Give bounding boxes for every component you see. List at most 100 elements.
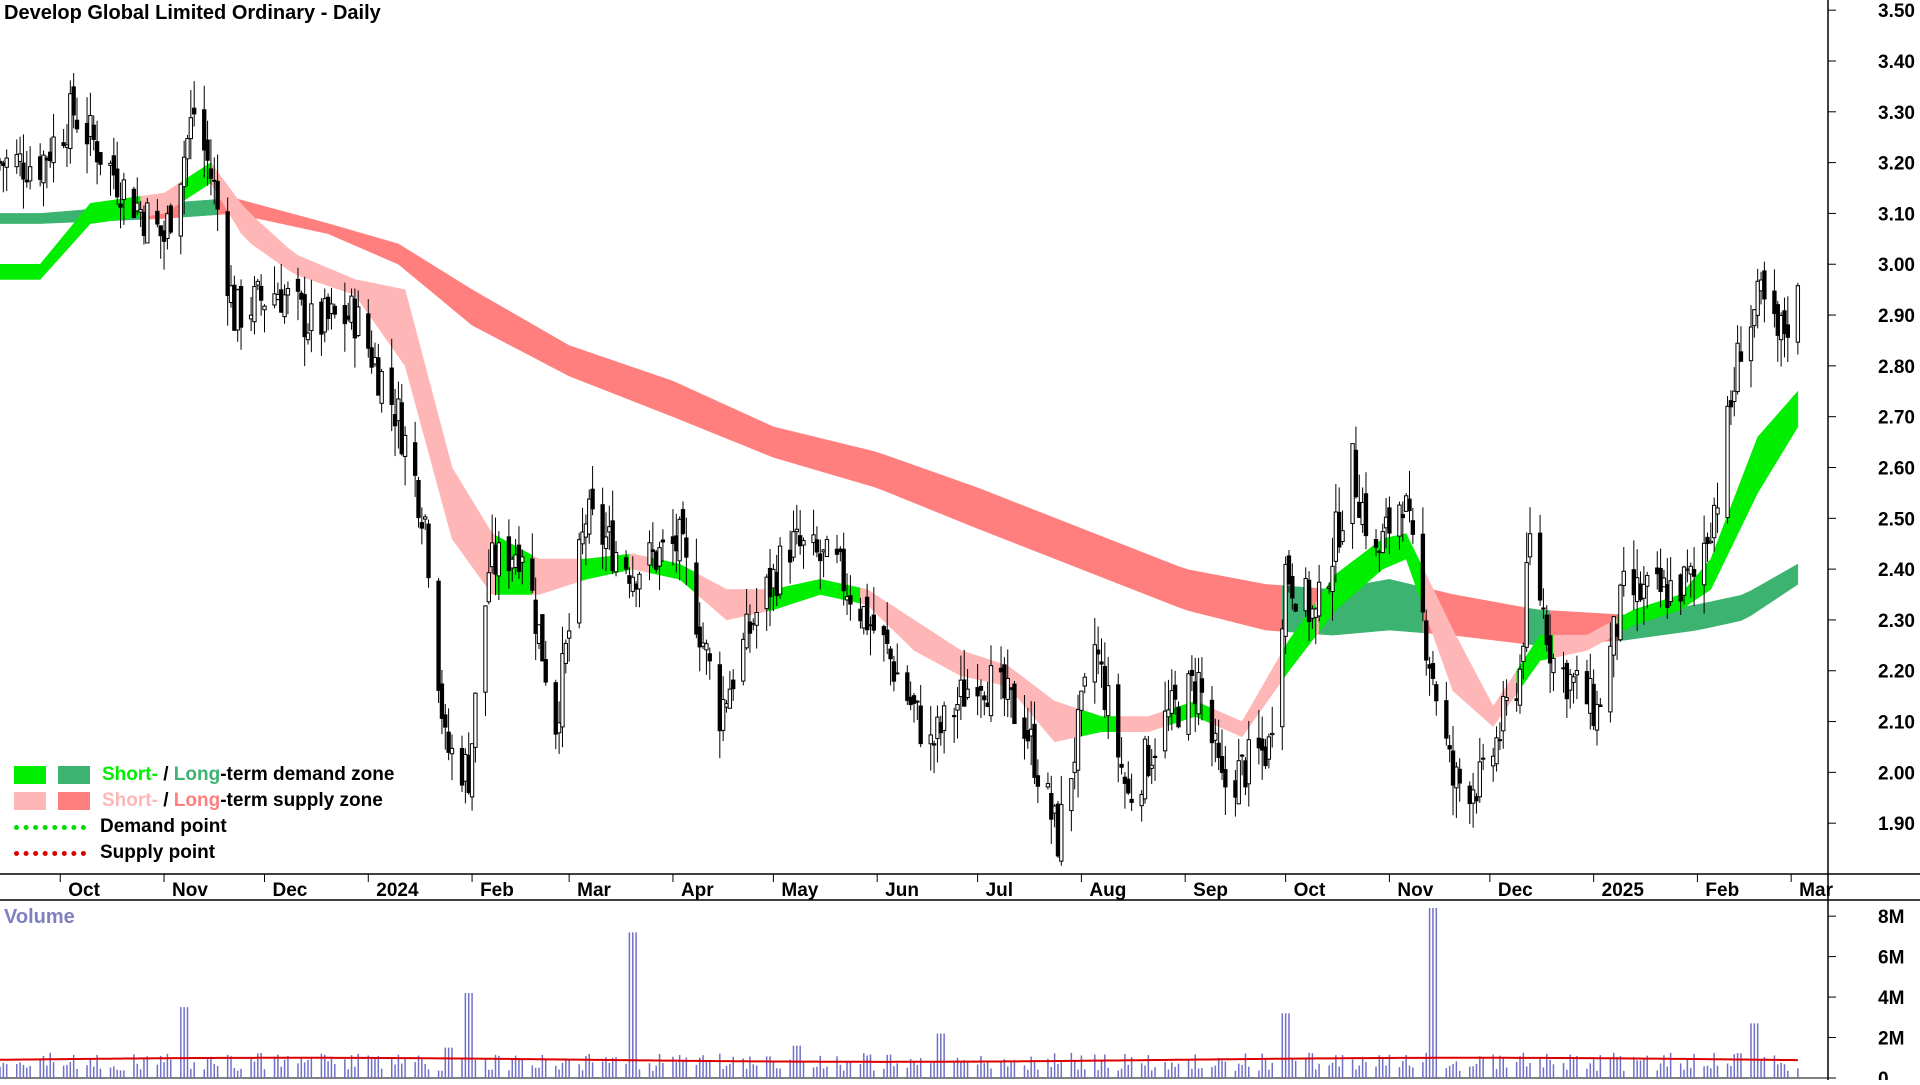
y-tick-label: 3.50 [1878, 1, 1915, 22]
candle-body [61, 142, 66, 147]
candle-body [895, 672, 900, 675]
candle-body [1266, 736, 1272, 760]
volume-tick-label: 4M [1878, 988, 1904, 1009]
candle-body [188, 117, 194, 140]
candle-body [1213, 732, 1218, 741]
candle-body [161, 230, 167, 242]
short-term-zone [1117, 709, 1169, 732]
candle-body [1568, 673, 1573, 691]
candle-body [262, 305, 267, 311]
legend-supply-short: Short- [102, 790, 158, 811]
candle-body [252, 286, 257, 323]
candle-body [1353, 449, 1359, 498]
candle-body [1119, 763, 1124, 768]
candle-body [74, 119, 80, 130]
candle-body [1380, 531, 1385, 554]
x-tick-label: Sep [1193, 880, 1228, 901]
candle-body [623, 557, 629, 570]
candle-body [848, 595, 853, 605]
long-term-zone [217, 197, 1283, 632]
candle-body [717, 664, 722, 732]
candle-body [168, 205, 173, 233]
candle-body [372, 357, 378, 365]
candle-body [1149, 764, 1154, 769]
chart-title: Develop Global Limited Ordinary - Daily [4, 2, 381, 24]
candle-body [215, 180, 220, 210]
x-tick-label: Oct [68, 880, 100, 901]
volume-tick-label: 2M [1878, 1029, 1904, 1050]
candle-body [1561, 667, 1566, 670]
legend-supply-rest: -term supply zone [220, 790, 383, 811]
candle-body [1420, 533, 1426, 613]
candle-body [975, 687, 980, 697]
candle-body [1701, 542, 1707, 586]
candle-body [423, 516, 428, 520]
short-term-zone [0, 196, 141, 280]
candle-body [577, 539, 582, 624]
candle-body [1029, 728, 1034, 737]
short-term-zone [1081, 709, 1119, 737]
candle-body [1337, 511, 1342, 548]
candle-body [1193, 681, 1198, 705]
x-tick-label: Mar [577, 880, 611, 901]
x-tick-label: Apr [681, 880, 714, 901]
candle-body [275, 293, 281, 300]
candle-body [821, 549, 826, 553]
candle-body [1524, 562, 1529, 648]
candle-body [1514, 698, 1519, 701]
candle-body [1313, 608, 1318, 618]
candle-body [1162, 710, 1168, 752]
candle-body [68, 93, 73, 149]
candle-body [141, 211, 147, 237]
candle-body [1658, 567, 1663, 592]
candle-body [135, 202, 140, 212]
candle-body [771, 568, 776, 589]
candle-body [1678, 574, 1683, 602]
candle-body [212, 179, 217, 182]
candle-body [1387, 507, 1392, 534]
candle-body [1715, 507, 1720, 515]
candle-body [811, 534, 816, 544]
candle-body [131, 188, 137, 219]
y-tick-label: 3.10 [1878, 204, 1915, 225]
x-tick-label: Nov [172, 880, 208, 901]
legend-demand-point-label: Demand point [100, 816, 227, 837]
candle-body [282, 294, 287, 318]
candle-body [1738, 351, 1744, 362]
candle-body [319, 301, 324, 335]
candle-body [38, 156, 43, 180]
candle-body [1126, 778, 1131, 794]
candle-body [885, 629, 890, 644]
candle-body [677, 518, 682, 562]
candle-body [838, 548, 843, 553]
candle-body [1166, 709, 1171, 718]
candle-body [489, 542, 495, 568]
candle-body [1059, 804, 1064, 862]
candle-body [1725, 405, 1730, 519]
x-tick-label: Aug [1089, 880, 1126, 901]
candle-body [1270, 732, 1275, 736]
candle-body [941, 705, 947, 732]
candle-body [1233, 780, 1238, 798]
volume-tick-label: 8M [1878, 907, 1904, 928]
candle-body [449, 747, 455, 755]
candle-body [935, 716, 940, 740]
candle-body [1611, 616, 1616, 656]
candle-body [483, 605, 488, 693]
candle-body [192, 107, 197, 115]
candle-body [1146, 744, 1151, 777]
candle-body [145, 202, 150, 244]
candle-body [41, 154, 46, 184]
candle-body [801, 540, 806, 546]
candle-body [1079, 690, 1084, 711]
candle-body [352, 298, 358, 339]
legend-supply-point: Supply point [14, 840, 394, 866]
x-tick-label: Oct [1294, 880, 1326, 901]
candle-body [44, 157, 50, 161]
candle-body [881, 626, 887, 636]
y-tick-label: 3.40 [1878, 52, 1915, 73]
candle-body [1544, 614, 1549, 645]
candle-body [1280, 628, 1285, 728]
candle-body [1186, 673, 1191, 735]
candle-body [607, 526, 612, 533]
